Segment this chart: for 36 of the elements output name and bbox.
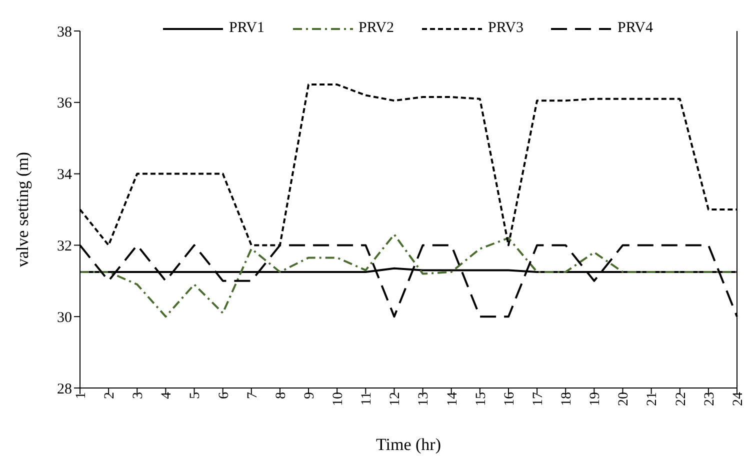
legend-label: PRV2 [358, 20, 394, 37]
x-tick-label: 12 [388, 392, 404, 406]
y-tick-label: 30 [57, 310, 72, 326]
x-tick-label: 23 [702, 392, 718, 406]
y-tick-label: 28 [57, 381, 72, 398]
x-tick-label: 20 [616, 392, 632, 406]
x-tick-label: 14 [445, 392, 460, 406]
x-tick-label: 21 [645, 392, 660, 406]
x-tick-label: 2 [102, 392, 118, 399]
x-tick-label: 5 [188, 392, 204, 399]
x-tick-label: 15 [474, 392, 489, 406]
x-tick-label: 16 [502, 392, 518, 406]
legend-label: PRV4 [617, 20, 653, 37]
x-axis-title: Time (hr) [376, 435, 442, 454]
y-tick-label: 32 [57, 238, 72, 255]
legend-label: PRV3 [488, 20, 524, 37]
y-tick-label: 36 [57, 96, 72, 112]
x-tick-label: 22 [674, 392, 689, 406]
x-tick-label: 8 [274, 392, 289, 399]
x-tick-label: 3 [131, 392, 146, 399]
x-tick-label: 18 [560, 392, 575, 406]
x-tick-label: 6 [216, 392, 232, 399]
legend-label: PRV1 [229, 20, 265, 37]
x-tick-label: 17 [530, 392, 546, 406]
y-tick-label: 34 [57, 167, 72, 184]
x-tick-label: 11 [360, 392, 375, 406]
x-tick-label: 13 [416, 392, 432, 406]
y-axis-title: valve setting (m) [13, 152, 32, 268]
x-tick-label: 19 [588, 392, 604, 406]
x-tick-label: 4 [160, 392, 175, 399]
x-tick-label: 9 [302, 392, 318, 399]
y-tick-label: 38 [57, 24, 72, 40]
x-tick-label: 1 [74, 392, 89, 399]
x-tick-label: 10 [331, 392, 346, 406]
x-tick-label: 7 [245, 392, 260, 399]
x-tick-label: 24 [730, 392, 746, 406]
